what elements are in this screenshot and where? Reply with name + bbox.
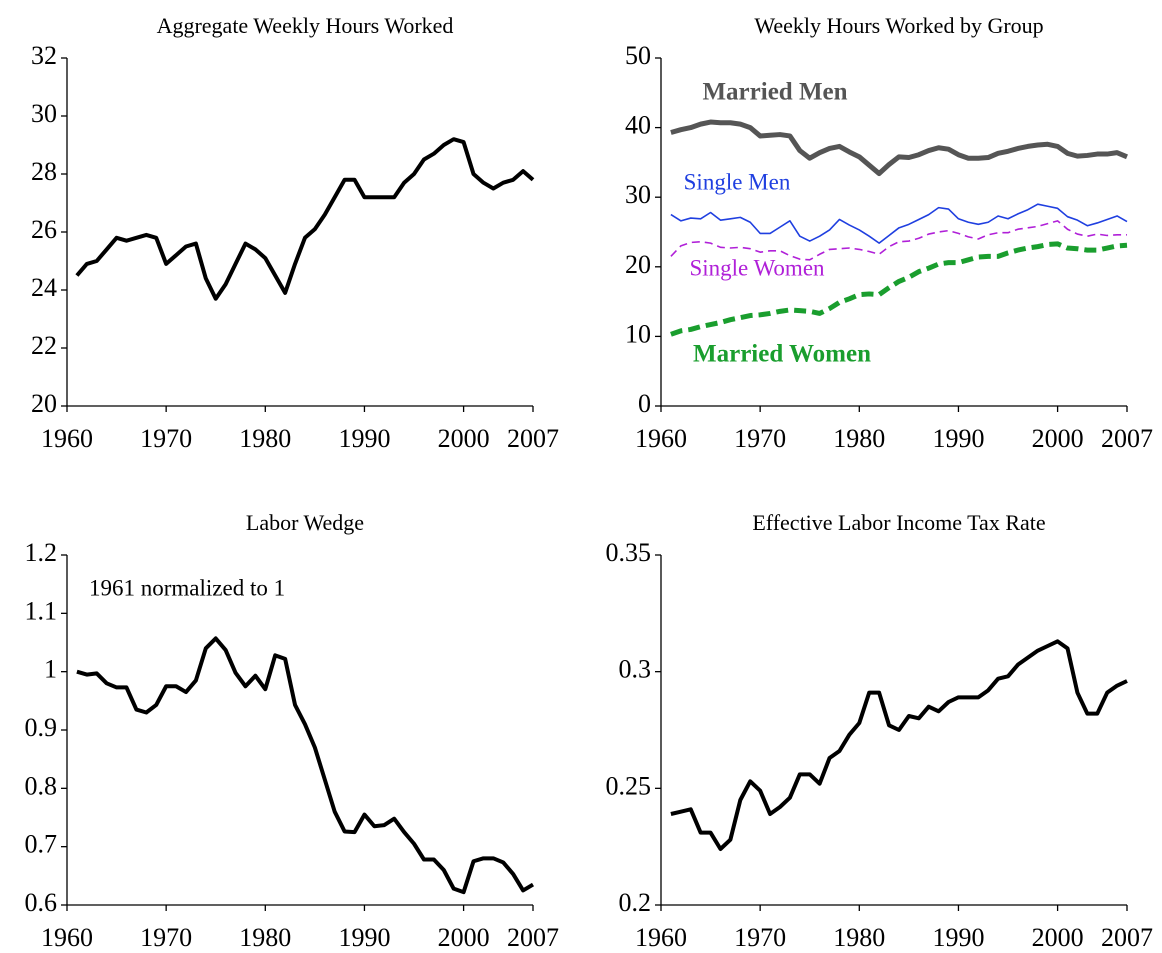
series-label: Married Men [702, 79, 847, 106]
series-label: Single Men [684, 169, 791, 194]
y-tick-label: 22 [31, 331, 57, 360]
x-tick-label: 1980 [239, 923, 291, 952]
y-tick-label: 24 [31, 273, 57, 302]
x-tick-label: 2007 [1101, 923, 1153, 952]
y-tick-label: 10 [625, 319, 651, 348]
chart-title: Labor Wedge [246, 510, 364, 535]
x-tick-label: 2007 [1101, 424, 1153, 453]
x-tick-label: 2000 [1032, 424, 1084, 453]
series-label: Single Women [689, 255, 825, 280]
series-label: Married Women [693, 341, 871, 368]
data-line [75, 137, 535, 301]
y-tick-label: 32 [31, 41, 57, 70]
x-tick-label: 1970 [734, 424, 786, 453]
x-tick-label: 2000 [438, 424, 490, 453]
x-tick-label: 1980 [239, 424, 291, 453]
chart-title: Aggregate Weekly Hours Worked [157, 13, 454, 38]
x-tick-label: 1970 [140, 424, 192, 453]
x-tick-label: 1960 [41, 424, 93, 453]
y-tick-label: 0.25 [606, 771, 652, 800]
x-tick-label: 1990 [338, 424, 390, 453]
y-tick-label: 0.35 [606, 538, 652, 567]
x-tick-label: 1970 [140, 923, 192, 952]
y-tick-label: 26 [31, 215, 57, 244]
x-tick-label: 1960 [635, 923, 687, 952]
y-tick-label: 28 [31, 157, 57, 186]
y-tick-label: 0.9 [25, 713, 58, 742]
chart-title: Effective Labor Income Tax Rate [752, 510, 1045, 535]
x-tick-label: 1960 [41, 923, 93, 952]
y-tick-label: 1 [44, 655, 57, 684]
x-tick-label: 1990 [932, 923, 984, 952]
y-tick-label: 30 [31, 99, 57, 128]
y-tick-label: 0.2 [619, 888, 652, 917]
x-tick-label: 2007 [507, 923, 559, 952]
data-line [76, 636, 535, 895]
x-tick-label: 1990 [338, 923, 390, 952]
x-tick-label: 1960 [635, 424, 687, 453]
x-tick-label: 1980 [833, 424, 885, 453]
x-tick-label: 2000 [438, 923, 490, 952]
x-tick-label: 2000 [1032, 923, 1084, 952]
series-line [670, 119, 1128, 177]
y-tick-label: 20 [625, 250, 651, 279]
annotation: 1961 normalized to 1 [89, 575, 285, 600]
chart-title: Weekly Hours Worked by Group [754, 13, 1043, 38]
y-tick-label: 0.6 [25, 888, 58, 917]
y-tick-label: 1.2 [25, 538, 58, 567]
data-line [670, 639, 1128, 851]
y-tick-label: 20 [31, 389, 57, 418]
series-line [670, 241, 1128, 337]
y-tick-label: 0 [638, 389, 651, 418]
x-tick-label: 1970 [734, 923, 786, 952]
y-tick-label: 0.7 [25, 830, 58, 859]
y-tick-label: 1.1 [25, 596, 58, 625]
series-line [670, 220, 1127, 261]
y-tick-label: 50 [625, 41, 651, 70]
y-tick-label: 40 [625, 111, 651, 140]
x-tick-label: 2007 [507, 424, 559, 453]
y-tick-label: 30 [625, 180, 651, 209]
y-tick-label: 0.8 [25, 771, 58, 800]
y-tick-label: 0.3 [619, 655, 652, 684]
series-line [670, 203, 1128, 244]
x-tick-label: 1980 [833, 923, 885, 952]
x-tick-label: 1990 [932, 424, 984, 453]
